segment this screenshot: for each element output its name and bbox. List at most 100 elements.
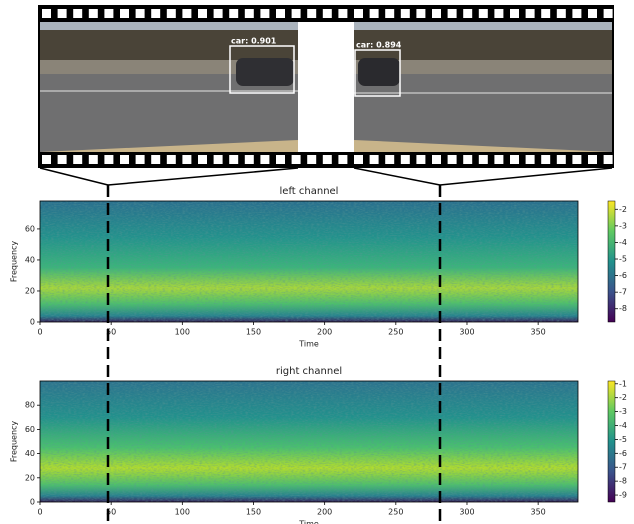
sprocket-hole [401,9,410,18]
colorbar [608,201,615,322]
sprocket-hole [354,9,363,18]
sprocket-hole [588,9,597,18]
sprocket-hole [58,9,67,18]
colorbar-tick-label: -4 [619,421,627,430]
sprocket-hole [292,9,301,18]
x-tick-label: 300 [459,508,474,517]
colorbar-tick-label: -9 [619,491,627,500]
sprocket-hole [136,155,145,164]
x-axis-label: Time [298,520,319,524]
sprocket-hole [151,9,160,18]
sprocket-hole [120,9,129,18]
detection-label: car: 0.901 [231,37,277,46]
x-tick-label: 100 [175,328,190,337]
car [358,58,400,86]
sprocket-hole [276,155,285,164]
colorbar-tick-label: -2 [619,393,627,402]
car [236,58,294,86]
sprocket-hole [151,155,160,164]
y-tick-label: 60 [25,224,35,233]
colorbar-tick-label: -2 [619,205,627,214]
video-frame: car: 0.901 [40,22,298,152]
sprocket-hole [448,155,457,164]
video-frame: car: 0.894 [354,22,612,152]
y-tick-label: 0 [30,498,35,507]
colorbar-tick-label: -8 [619,304,627,313]
sprocket-hole [494,155,503,164]
sprocket-hole [323,9,332,18]
sprocket-hole [604,9,613,18]
spectrogram-texture [40,381,578,502]
x-axis-label: Time [298,340,319,349]
sprocket-hole [307,155,316,164]
y-tick-label: 80 [25,401,35,410]
sprocket-hole [572,9,581,18]
sprocket-hole [167,9,176,18]
colorbar [608,381,615,502]
y-tick-label: 20 [25,473,35,482]
connector [108,168,298,185]
sprocket-hole [42,155,51,164]
sprocket-hole [416,9,425,18]
y-tick-label: 40 [25,255,35,264]
sprocket-hole [245,155,254,164]
sprocket-hole [89,155,98,164]
y-tick-label: 0 [30,318,35,327]
sprocket-hole [510,155,519,164]
sprocket-hole [73,9,82,18]
sprocket-hole [307,9,316,18]
sprocket-hole [526,9,535,18]
sprocket-hole [479,155,488,164]
sprocket-hole [463,9,472,18]
sprocket-hole [370,9,379,18]
sprocket-hole [604,155,613,164]
sprocket-hole [198,155,207,164]
sprocket-hole [167,155,176,164]
sprocket-hole [292,155,301,164]
sprocket-hole [104,9,113,18]
sprocket-hole [479,9,488,18]
x-tick-label: 0 [37,328,42,337]
colorbar-tick-label: -4 [619,238,627,247]
sprocket-hole [557,155,566,164]
film-gap [298,22,354,152]
sprocket-hole [526,155,535,164]
colorbar-tick-label: -6 [619,449,627,458]
sprocket-hole [260,155,269,164]
colorbar-tick-label: -7 [619,288,627,297]
connector [440,168,612,185]
sprocket-hole [136,9,145,18]
colorbar-tick-label: -6 [619,271,627,280]
sprocket-hole [588,155,597,164]
y-axis-label: Frequency [10,241,19,283]
x-tick-label: 100 [175,508,190,517]
sprocket-hole [557,9,566,18]
sprocket-hole [510,9,519,18]
sprocket-hole [338,155,347,164]
y-tick-label: 60 [25,425,35,434]
figure: car: 0.901 car: 0.894 left channelTimeFr… [0,0,634,524]
colorbar-tick-label: -3 [619,407,627,416]
sprocket-hole [229,9,238,18]
sprocket-hole [229,155,238,164]
sprocket-hole [338,9,347,18]
x-tick-label: 350 [531,328,546,337]
sprocket-hole [182,9,191,18]
x-tick-label: 200 [317,508,332,517]
sprocket-hole [354,155,363,164]
y-axis-label: Frequency [10,421,19,463]
x-tick-label: 250 [388,328,403,337]
lane [354,92,612,94]
lane [40,90,298,92]
connector [354,168,440,185]
chart-title: right channel [276,366,342,377]
sprocket-hole [541,155,550,164]
sprocket-hole [432,155,441,164]
spectrograms: left channelTimeFrequency050100150200250… [10,186,627,524]
detection-label: car: 0.894 [356,41,402,50]
spectrogram-texture [40,201,578,322]
sprocket-hole [214,9,223,18]
sprocket-hole [276,9,285,18]
x-tick-label: 200 [317,328,332,337]
sprocket-hole [58,155,67,164]
